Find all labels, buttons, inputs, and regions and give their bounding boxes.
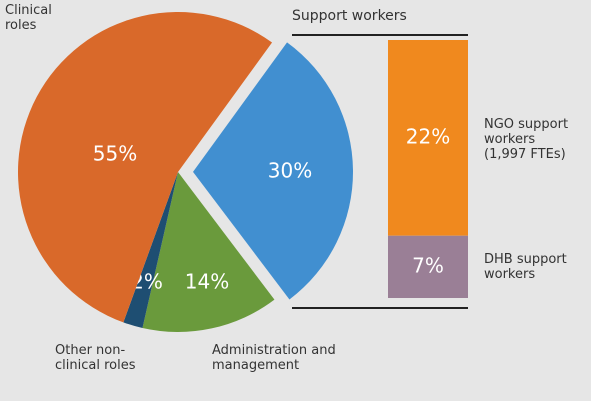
pie-slice [192,42,353,300]
slice-value-label: 30% [268,159,312,183]
pie-slice [123,172,178,329]
bar-label: NGO support workers (1,997 FTEs) [484,117,569,162]
bar-label: DHB support workers [484,252,567,282]
bar-title: Support workers [292,8,407,24]
pie-slice [142,172,275,332]
bar-segment [388,40,468,236]
bar-segment [388,235,468,298]
slice-value-label: 55% [93,142,137,166]
slice-label: Clinical roles [5,3,52,33]
slice-label: Administration and management [212,343,336,373]
bar-value-label: 22% [406,124,450,148]
bar-value-label: 7% [412,253,444,277]
slice-label: Other non-clinical roles [55,343,136,373]
slice-value-label: 14% [185,270,229,294]
pie-slice [18,12,273,323]
